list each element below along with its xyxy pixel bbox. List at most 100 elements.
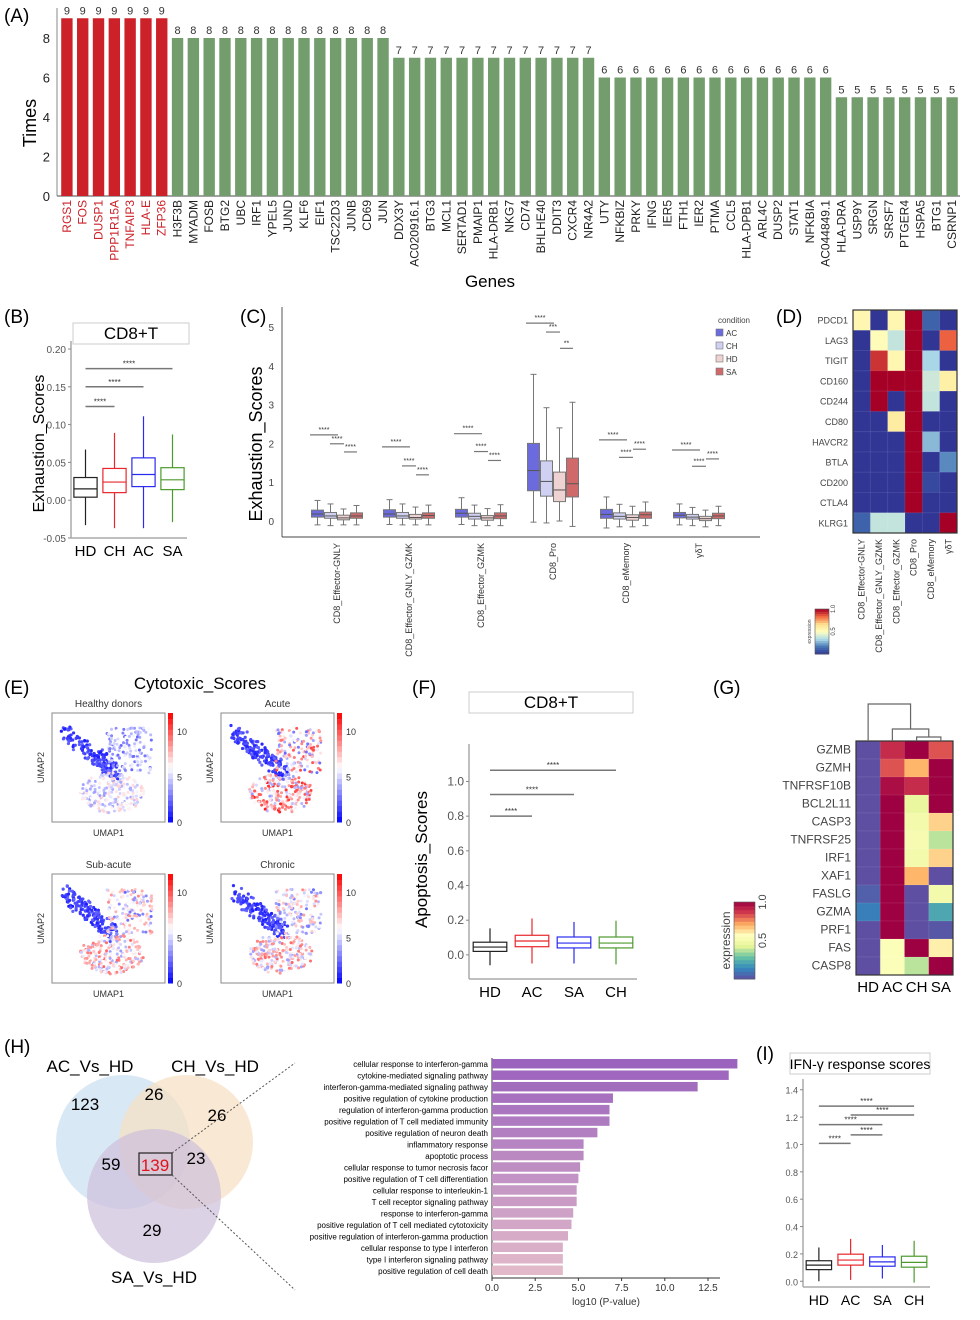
x-tick-label: IER2 <box>692 200 706 227</box>
cell-point <box>71 731 76 735</box>
colorbar-segment <box>168 740 173 747</box>
cell-point <box>278 750 282 754</box>
row-label: CASP3 <box>812 815 852 829</box>
heatmap-cell <box>928 938 954 958</box>
cell-point <box>111 963 115 967</box>
cell-point <box>281 777 285 781</box>
facet-title: CD8+T <box>524 693 578 712</box>
cell-point <box>135 797 139 801</box>
significance-label: **** <box>123 360 135 369</box>
cell-point <box>276 732 280 736</box>
cell-point <box>90 758 94 762</box>
y-tick-label: T cell receptor signaling pathway <box>372 1198 488 1207</box>
cell-point <box>305 792 309 796</box>
bar-value-label: 7 <box>491 45 497 57</box>
heatmap-cell <box>852 512 872 534</box>
bar <box>646 77 658 196</box>
cell-point <box>263 914 267 918</box>
bar <box>440 57 452 196</box>
bar <box>61 18 73 196</box>
cell-point <box>119 942 123 946</box>
cell-point <box>243 735 247 739</box>
cell-point <box>283 916 287 920</box>
bar <box>772 77 784 196</box>
cell-point <box>97 951 101 955</box>
cell-point <box>260 803 264 807</box>
y-tick-label: 0.6 <box>785 1195 798 1205</box>
box <box>540 460 553 497</box>
heatmap-cell <box>852 431 872 453</box>
cell-point <box>125 782 129 786</box>
cell-point <box>102 789 106 793</box>
cell-point <box>65 727 69 731</box>
cell-point <box>83 796 87 800</box>
colorbar-segment <box>337 961 342 968</box>
cell-point <box>296 929 300 933</box>
cell-point <box>80 790 84 794</box>
cell-point <box>300 781 304 785</box>
heatmap-cell <box>879 758 906 778</box>
cell-point <box>274 890 278 894</box>
colorbar-segment <box>734 952 755 957</box>
x-tick-label: AC020916.1 <box>408 200 422 267</box>
box <box>598 936 634 949</box>
cell-point <box>101 755 105 759</box>
bar <box>492 1059 738 1069</box>
x-tick-label: JUNB <box>344 200 358 231</box>
bar-value-label: 5 <box>886 84 892 96</box>
cell-point <box>112 943 116 947</box>
column-label: AC <box>882 979 903 996</box>
colorbar-segment <box>337 917 342 924</box>
y-tick-label: 0.6 <box>447 844 464 858</box>
cell-point <box>260 742 264 746</box>
cell-point <box>115 939 119 943</box>
cell-point <box>279 920 283 924</box>
cell-point <box>109 952 113 956</box>
heatmap-cell <box>879 956 906 976</box>
cell-point <box>316 900 320 904</box>
colorbar-segment <box>337 734 342 741</box>
box <box>383 509 396 518</box>
figure-title: Cytotoxic_Scores <box>134 674 266 693</box>
cell-point <box>310 929 314 933</box>
cell-point <box>125 741 129 745</box>
x-tick-label: MYADM <box>186 200 200 244</box>
cell-point <box>283 942 287 946</box>
cell-point <box>109 931 113 935</box>
colorbar-segment <box>168 874 173 880</box>
cell-point <box>314 925 318 929</box>
cell-point <box>119 922 123 926</box>
cell-point <box>275 916 279 920</box>
cell-point <box>289 936 293 940</box>
cell-point <box>267 916 271 920</box>
row-label: TNFRSF25 <box>790 833 851 847</box>
cell-point <box>296 794 300 798</box>
cell-point <box>301 930 305 934</box>
cell-point <box>317 741 321 745</box>
cell-point <box>236 900 240 904</box>
cell-point <box>112 783 116 787</box>
cell-point <box>89 951 93 955</box>
colorbar-segment <box>815 622 829 626</box>
bar-value-label: 9 <box>111 5 117 17</box>
cell-point <box>129 938 133 942</box>
box <box>160 467 185 491</box>
colorbar-segment <box>815 636 829 639</box>
cell-point <box>129 749 133 753</box>
cell-point <box>121 911 125 915</box>
cell-point <box>133 726 137 730</box>
heatmap-cell <box>939 390 958 413</box>
cell-point <box>239 731 243 735</box>
heatmap-cell <box>939 491 958 514</box>
x-tick-label: BTG1 <box>929 200 943 232</box>
cell-point <box>258 911 262 916</box>
colorbar-segment <box>337 794 342 801</box>
cell-point <box>92 754 96 758</box>
colorbar-segment <box>815 651 829 655</box>
cell-point <box>264 758 269 763</box>
cell-point <box>290 810 294 814</box>
y-tick-label: 0.20 <box>47 345 67 356</box>
heatmap-cell <box>852 309 872 332</box>
bar <box>377 38 389 196</box>
venn-region-count: 29 <box>143 1221 162 1240</box>
